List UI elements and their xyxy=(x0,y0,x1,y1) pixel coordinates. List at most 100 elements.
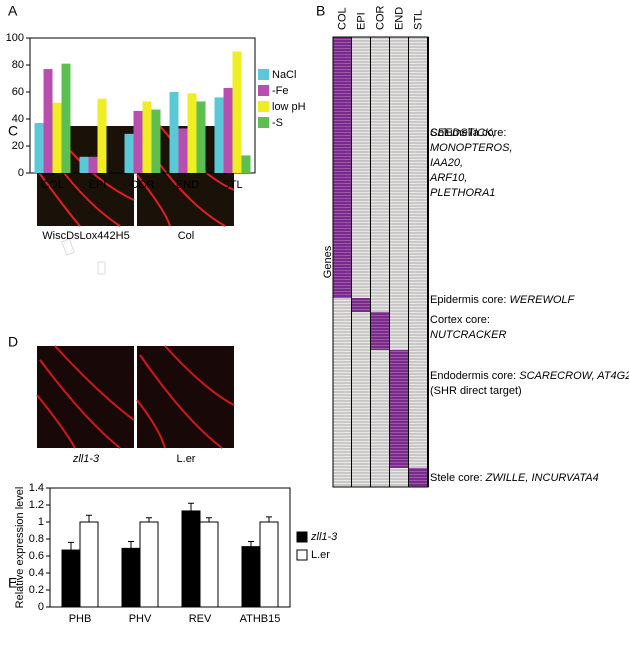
x-tick-label: COL xyxy=(41,179,64,191)
legend-label: -S xyxy=(272,117,283,129)
bar xyxy=(259,521,279,608)
annotation-part: ZWILLE, INCURVATA4 xyxy=(485,472,599,484)
panel-letter: A xyxy=(8,3,18,19)
bar xyxy=(79,156,89,173)
heatmap-block xyxy=(371,312,390,350)
annotation-part: Cortex core: xyxy=(430,314,490,326)
bar xyxy=(121,547,141,608)
bar xyxy=(187,93,197,173)
legend-swatch xyxy=(296,531,308,543)
bar xyxy=(223,87,233,173)
annotation-part: (SHR direct target) xyxy=(430,385,522,397)
y-tick-label: 1.2 xyxy=(29,499,44,511)
bar xyxy=(124,133,134,173)
bar xyxy=(214,97,224,173)
x-tick-label: PHV xyxy=(129,613,152,625)
annotation-line: SEEDSTICK, xyxy=(430,127,495,139)
annotation-line: PLETHORA1 xyxy=(430,187,495,199)
bar xyxy=(79,521,99,608)
group-annotation: Columella core:SEEDSTICK, MONOPTEROS, IAA2… xyxy=(429,127,513,199)
bar xyxy=(61,63,71,173)
annotation-line: IAA20, xyxy=(430,157,463,169)
row-label: Genes xyxy=(322,245,334,278)
legend-swatch xyxy=(296,549,308,561)
heatmap-column xyxy=(352,37,371,487)
plot-frame xyxy=(49,487,291,608)
bar xyxy=(142,101,152,173)
bar xyxy=(133,110,143,173)
group-annotation: Epidermis core: WEREWOLF xyxy=(430,294,576,306)
y-tick-label: 0.6 xyxy=(29,550,44,562)
bar xyxy=(241,155,251,173)
error-bar xyxy=(146,517,152,522)
y-tick-label: 0.8 xyxy=(29,533,44,545)
bar xyxy=(151,109,161,173)
annotation-part: WEREWOLF xyxy=(509,294,575,306)
column-label: COR xyxy=(374,6,386,31)
x-tick-label: COR xyxy=(130,179,155,191)
bar xyxy=(241,546,261,608)
annotation-part: SCARECROW, AT4G21340 xyxy=(519,370,629,382)
error-bar xyxy=(188,502,194,511)
y-tick-label: 0.4 xyxy=(29,567,44,579)
x-tick-label: REV xyxy=(189,613,212,625)
annotation-part: Columella core: xyxy=(430,127,506,139)
legend-label: NaCl xyxy=(272,69,296,81)
group-annotation: Stele core: ZWILLE, INCURVATA4 xyxy=(430,472,599,484)
bar xyxy=(34,123,44,173)
bar xyxy=(169,92,179,173)
annotation-line: MONOPTEROS, xyxy=(430,142,513,154)
annotation-part: Epidermis core: xyxy=(430,294,506,306)
y-tick-label: 40 xyxy=(12,113,24,125)
micrographs xyxy=(36,125,235,449)
x-tick-label: ATHB15 xyxy=(240,613,281,625)
legend-swatch xyxy=(258,101,269,112)
image-label: WiscDsLox442H5 xyxy=(42,230,129,242)
panel-letter: C xyxy=(8,123,18,139)
legend-swatch xyxy=(258,69,269,80)
bar xyxy=(199,521,219,608)
legend-swatch xyxy=(258,117,269,128)
heatmap-column xyxy=(371,37,390,487)
y-tick-label: 0 xyxy=(38,601,44,613)
x-tick-label: PHB xyxy=(69,613,92,625)
heatmap-block xyxy=(409,468,428,487)
bar xyxy=(178,128,188,173)
heatmap-block xyxy=(352,298,371,312)
error-bar xyxy=(68,541,74,551)
heatmap-block xyxy=(390,350,409,468)
bar xyxy=(52,102,62,173)
heatmap-frame xyxy=(332,36,429,488)
legend-label: low pH xyxy=(272,101,306,113)
annotation-part: Endodermis core: xyxy=(430,370,516,382)
bar xyxy=(43,69,53,173)
y-tick-label: 20 xyxy=(12,140,24,152)
heatmap-block xyxy=(333,37,352,298)
y-tick-label: 0.2 xyxy=(29,584,44,596)
heatmap-column xyxy=(409,37,428,487)
x-tick-label: STL xyxy=(222,179,242,191)
column-label: COL xyxy=(336,7,348,30)
y-tick-label: 1 xyxy=(38,516,44,528)
column-label: END xyxy=(393,7,405,30)
y-tick-label: 1.4 xyxy=(29,482,44,494)
error-bar xyxy=(248,541,254,547)
column-label: EPI xyxy=(355,12,367,30)
panel-letter: D xyxy=(8,334,18,350)
annotation-line: ARF10, xyxy=(429,172,467,184)
legend-swatch xyxy=(258,85,269,96)
y-tick-label: 60 xyxy=(12,86,24,98)
bar xyxy=(181,510,201,608)
error-bar xyxy=(266,516,272,522)
annotation-part: NUTCRACKER xyxy=(430,329,506,341)
group-annotation: Cortex core: NUTCRACKER xyxy=(430,314,506,341)
y-tick-label: 0 xyxy=(18,167,24,179)
image-label: zll1-3 xyxy=(72,453,100,465)
x-tick-label: EPI xyxy=(89,179,107,191)
image-label: L.er xyxy=(177,453,196,465)
error-bar xyxy=(86,514,92,522)
bar xyxy=(97,98,107,173)
annotation-part: SEEDSTICK, MONOPTEROS, IAA20, ARF10, PLETHOR… xyxy=(429,127,513,199)
bar xyxy=(196,101,206,173)
